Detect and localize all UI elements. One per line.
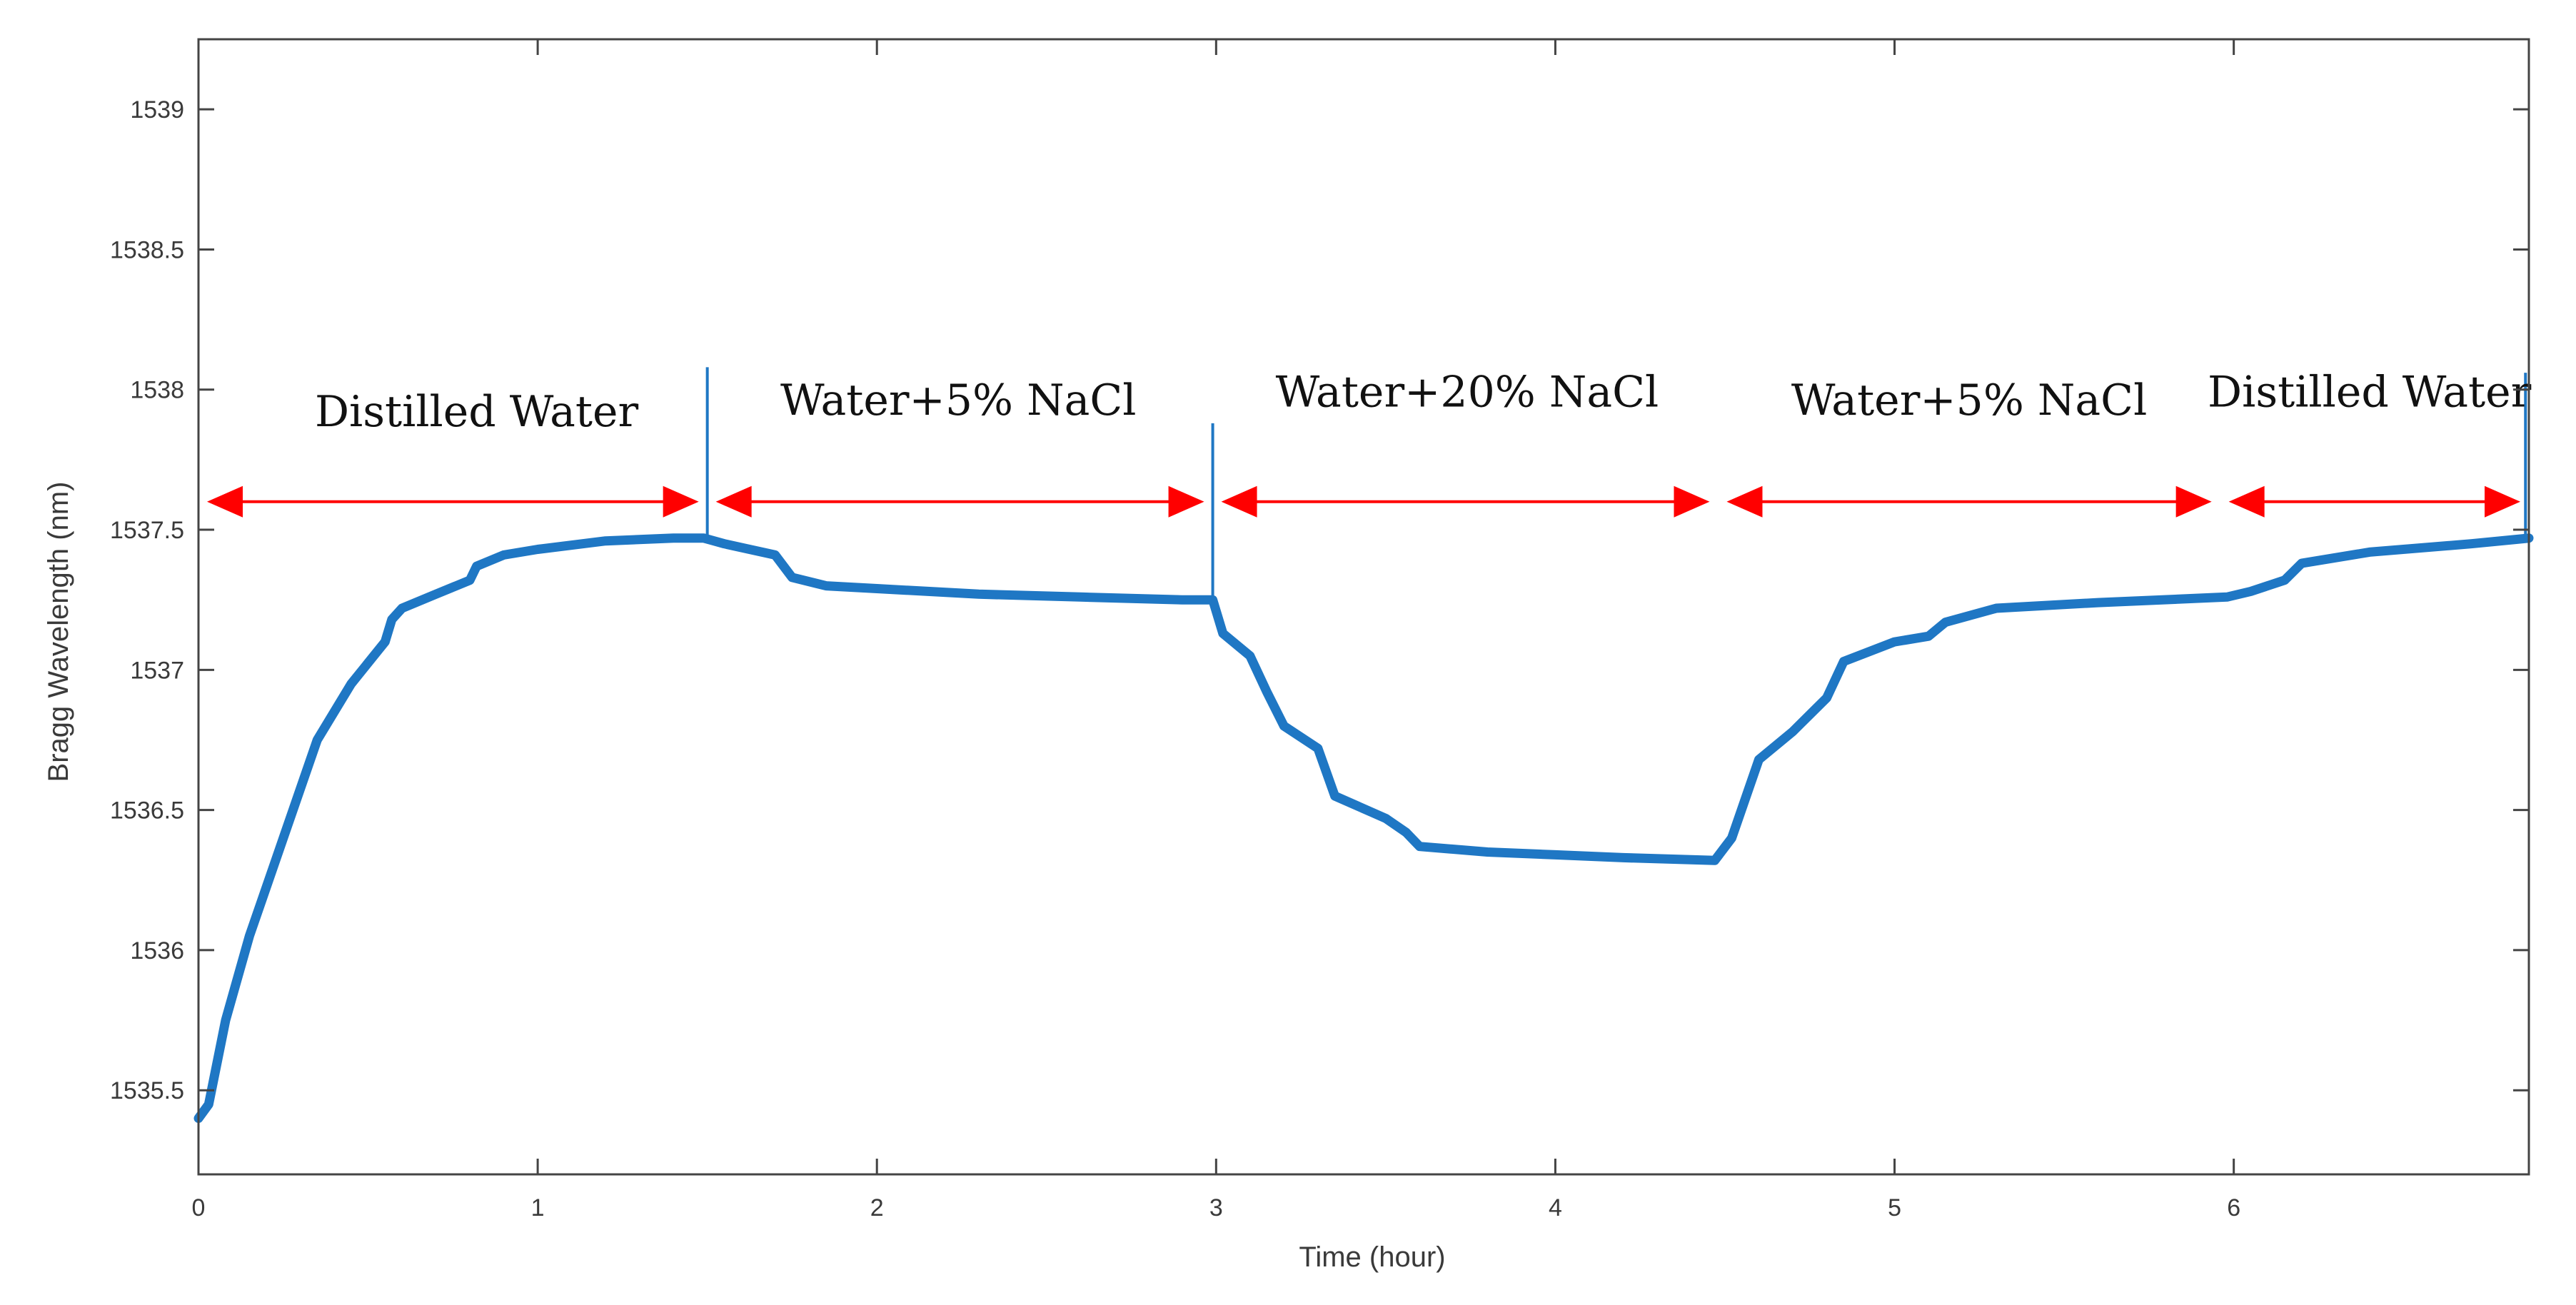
arrow-head-left-2 <box>1221 485 1257 518</box>
arrow-layer <box>207 485 2520 518</box>
y-tick-label-2: 1536.5 <box>110 797 184 825</box>
series-layer <box>193 367 2534 1123</box>
arrow-head-right-4 <box>2485 485 2520 518</box>
y-tick-label-0: 1535.5 <box>110 1077 184 1104</box>
y-tick-label-1: 1536 <box>130 937 184 964</box>
x-tick-label-5: 5 <box>1888 1194 1901 1221</box>
arrow-head-right-0 <box>663 485 699 518</box>
arrow-head-left-4 <box>2228 485 2265 518</box>
arrow-head-right-1 <box>1168 485 1204 518</box>
y-tick-label-3: 1537 <box>130 657 184 684</box>
annotation-label-1: Water+5% NaCl <box>780 376 1136 425</box>
arrow-head-left-0 <box>207 485 243 518</box>
annotation-label-2: Water+20% NaCl <box>1276 367 1659 417</box>
axes-layer: 0 1 2 3 4 5 6 1535.5 1536 1536.5 1537 1537.5 1538 153… <box>110 38 2530 1221</box>
arrow-head-left-3 <box>1726 485 1763 518</box>
annotation-label-3: Water+5% NaCl <box>1791 376 2147 425</box>
x-tick-label-3: 3 <box>1209 1194 1223 1221</box>
x-tick-label-0: 0 <box>192 1194 206 1221</box>
y-axis-label: Bragg Wavelength (nm) <box>43 482 74 782</box>
arrow-head-right-3 <box>2175 485 2212 518</box>
x-tick-label-1: 1 <box>531 1194 545 1221</box>
x-tick-label-4: 4 <box>1549 1194 1562 1221</box>
series-line-0 <box>193 533 2534 1123</box>
x-axis-label: Time (hour) <box>1299 1241 1445 1273</box>
annotation-label-0: Distilled Water <box>315 387 639 437</box>
x-tick-label-2: 2 <box>870 1194 884 1221</box>
y-tick-label-6: 1538.5 <box>110 236 184 263</box>
y-tick-label-7: 1539 <box>130 96 184 124</box>
plot-frame <box>197 38 2530 1176</box>
annotation-label-4: Distilled Water <box>2208 367 2532 417</box>
y-tick-label-4: 1537.5 <box>110 517 184 544</box>
arrow-head-left-1 <box>715 485 752 518</box>
y-tick-label-5: 1538 <box>130 377 184 404</box>
annotation-layer: Distilled Water Water+5% NaCl Water+20% Na… <box>315 367 2532 436</box>
x-tick-label-6: 6 <box>2227 1194 2240 1221</box>
arrow-head-right-2 <box>1674 485 1710 518</box>
